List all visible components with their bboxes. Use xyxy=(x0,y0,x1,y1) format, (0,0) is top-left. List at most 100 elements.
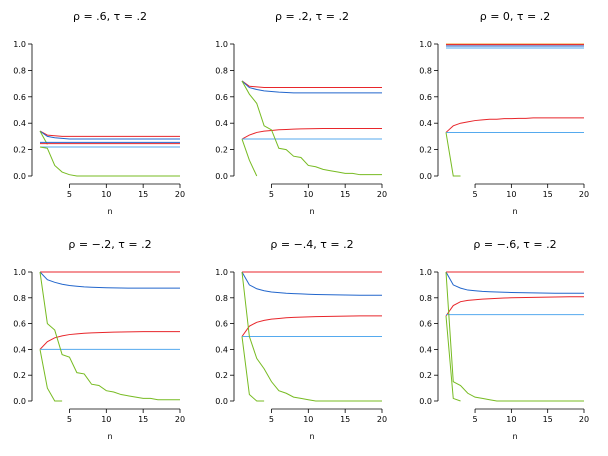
y-tick-label: 0.8 xyxy=(419,294,432,303)
y-tick-label: 0.0 xyxy=(419,397,432,406)
series-line-green xyxy=(241,336,265,402)
y-tick-label: 0.4 xyxy=(419,119,432,128)
x-tick-label: 5 xyxy=(67,415,72,424)
x-tick-label: 5 xyxy=(473,415,478,424)
y-tick-label: 1.0 xyxy=(13,40,26,49)
series-line-red xyxy=(241,315,382,337)
x-tick-label: 20 xyxy=(377,415,387,424)
y-tick-label: 0.4 xyxy=(13,119,26,128)
x-tick-label: 5 xyxy=(269,190,274,199)
x-tick-label: 15 xyxy=(138,190,148,199)
x-tick-label: 20 xyxy=(579,415,589,424)
x-tick-label: 5 xyxy=(67,190,72,199)
y-tick-label: 0.6 xyxy=(419,93,432,102)
series-line-blue xyxy=(39,271,180,289)
x-tick-label: 20 xyxy=(579,190,589,199)
y-tick-label: 0.6 xyxy=(215,320,228,329)
x-tick-label: 10 xyxy=(101,190,111,199)
series-line-green xyxy=(445,315,461,402)
y-tick-label: 0.0 xyxy=(215,172,228,181)
x-tick-label: 5 xyxy=(473,190,478,199)
chart-title: ρ = −.6, τ = .2 xyxy=(473,238,556,251)
series-line-blue xyxy=(241,271,382,296)
chart-title: ρ = −.2, τ = .2 xyxy=(68,238,151,251)
x-tick-label: 15 xyxy=(543,190,553,199)
y-tick-label: 0.2 xyxy=(13,146,26,155)
y-tick-label: 0.8 xyxy=(13,66,26,75)
x-axis-label: n xyxy=(512,432,517,441)
series-line-green xyxy=(39,271,180,401)
x-tick-label: 15 xyxy=(543,415,553,424)
series-line-red xyxy=(241,80,382,89)
series-line-green xyxy=(39,349,63,402)
y-tick-label: 0.0 xyxy=(13,397,26,406)
x-tick-label: 5 xyxy=(269,415,274,424)
y-tick-label: 1.0 xyxy=(13,268,26,277)
series-line-red xyxy=(445,117,584,133)
y-tick-label: 0.6 xyxy=(419,320,432,329)
series-line-green xyxy=(445,271,584,402)
series-line-green xyxy=(39,146,180,177)
y-tick-label: 1.0 xyxy=(215,268,228,277)
series-line-blue xyxy=(39,130,180,140)
y-tick-label: 1.0 xyxy=(419,40,432,49)
x-tick-label: 10 xyxy=(303,415,313,424)
y-tick-label: 0.0 xyxy=(215,397,228,406)
y-tick-label: 0.0 xyxy=(419,172,432,181)
y-tick-label: 0.2 xyxy=(419,371,432,380)
y-tick-label: 0.0 xyxy=(13,172,26,181)
chart-panel-5: ρ = −.4, τ = .2 0.0 0.2 0.4 0.6 0.8 1.0 5 10 15 20… xyxy=(215,238,387,441)
y-tick-label: 0.6 xyxy=(215,93,228,102)
y-tick-label: 1.0 xyxy=(215,40,228,49)
y-tick-label: 0.2 xyxy=(215,146,228,155)
x-tick-label: 20 xyxy=(175,415,185,424)
y-tick-label: 0.8 xyxy=(419,66,432,75)
y-tick-label: 0.4 xyxy=(13,345,26,354)
x-tick-label: 15 xyxy=(340,190,350,199)
x-tick-label: 10 xyxy=(303,190,313,199)
series-line-green xyxy=(445,132,461,177)
x-tick-label: 20 xyxy=(377,190,387,199)
chart-title: ρ = .6, τ = .2 xyxy=(73,10,147,23)
y-tick-label: 1.0 xyxy=(419,268,432,277)
x-tick-label: 20 xyxy=(175,190,185,199)
series-line-green xyxy=(241,138,258,177)
x-tick-label: 15 xyxy=(340,415,350,424)
chart-title: ρ = .2, τ = .2 xyxy=(275,10,349,23)
chart-panel-3: ρ = 0, τ = .2 0.0 0.2 0.4 0.6 0.8 1.0 5 10 15 20 n xyxy=(419,10,589,216)
y-tick-label: 0.2 xyxy=(215,371,228,380)
x-tick-label: 10 xyxy=(506,415,516,424)
series-line-red xyxy=(39,331,180,350)
y-tick-label: 0.4 xyxy=(215,119,228,128)
y-tick-label: 0.4 xyxy=(419,345,432,354)
x-tick-label: 10 xyxy=(506,190,516,199)
y-tick-label: 0.8 xyxy=(215,294,228,303)
chart-title: ρ = 0, τ = .2 xyxy=(480,10,551,23)
y-tick-label: 0.4 xyxy=(215,345,228,354)
x-tick-label: 15 xyxy=(138,415,148,424)
x-axis-label: n xyxy=(107,432,112,441)
series-line-red xyxy=(39,130,180,137)
chart-title: ρ = −.4, τ = .2 xyxy=(270,238,353,251)
y-tick-label: 0.2 xyxy=(13,371,26,380)
x-axis-label: n xyxy=(309,207,314,216)
chart-panel-1: ρ = .6, τ = .2 0.0 0.2 0.4 0.6 0.8 1.0 5 10 15 20 n xyxy=(13,10,185,216)
x-axis-label: n xyxy=(107,207,112,216)
series-line-blue xyxy=(445,271,584,294)
chart-panel-6: ρ = −.6, τ = .2 0.0 0.2 0.4 0.6 0.8 1.0 5 10 15 20… xyxy=(419,238,589,441)
x-tick-label: 10 xyxy=(101,415,111,424)
x-axis-label: n xyxy=(512,207,517,216)
series-line-red xyxy=(445,296,584,317)
y-tick-label: 0.6 xyxy=(13,320,26,329)
y-tick-label: 0.6 xyxy=(13,93,26,102)
y-tick-label: 0.8 xyxy=(215,66,228,75)
y-tick-label: 0.2 xyxy=(419,146,432,155)
chart-panel-4: ρ = −.2, τ = .2 0.0 0.2 0.4 0.6 0.8 1.0 5 10 15 20… xyxy=(13,238,185,441)
series-line-red xyxy=(241,127,382,140)
series-line-green xyxy=(241,80,382,176)
chart-panel-2: ρ = .2, τ = .2 0.0 0.2 0.4 0.6 0.8 1.0 5 10 15 20 n xyxy=(215,10,387,216)
series-line-green xyxy=(241,271,382,402)
x-axis-label: n xyxy=(309,432,314,441)
y-tick-label: 0.8 xyxy=(13,294,26,303)
